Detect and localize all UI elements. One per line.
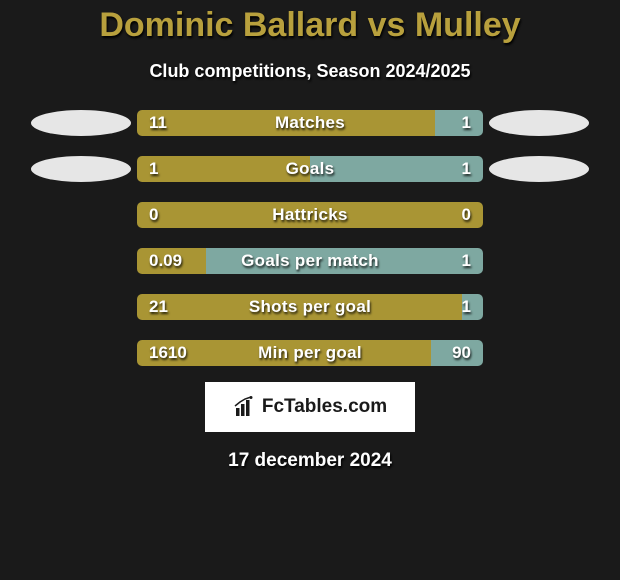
stat-row: Hattricks00 [0, 202, 620, 228]
team-badge-right [489, 110, 589, 136]
bar-right-fill [431, 340, 483, 366]
bar-left-fill [137, 156, 310, 182]
stat-row: Goals per match0.091 [0, 248, 620, 274]
stat-bar: Min per goal161090 [137, 340, 483, 366]
page-title: Dominic Ballard vs Mulley [0, 6, 620, 45]
ellipse-icon [489, 110, 589, 136]
team-badge-right [489, 340, 589, 366]
date-label: 17 december 2024 [0, 450, 620, 472]
team-badge-left [31, 340, 131, 366]
team-badge-left [31, 294, 131, 320]
bar-right-fill [435, 110, 483, 136]
bar-right-fill [206, 248, 483, 274]
ellipse-icon [31, 156, 131, 182]
team-badge-left [31, 248, 131, 274]
team-badge-right [489, 202, 589, 228]
bar-left-fill [137, 340, 431, 366]
stat-bar: Hattricks00 [137, 202, 483, 228]
stats-container: Matches111 Goals11 Hattricks00 Goals per ma… [0, 110, 620, 366]
bar-left-fill [137, 294, 462, 320]
stat-bar: Goals11 [137, 156, 483, 182]
stat-row: Shots per goal211 [0, 294, 620, 320]
stat-bar: Goals per match0.091 [137, 248, 483, 274]
branding-badge: FcTables.com [205, 382, 415, 432]
ellipse-icon [31, 110, 131, 136]
bar-left-fill [137, 202, 483, 228]
stat-row: Matches111 [0, 110, 620, 136]
stat-bar: Matches111 [137, 110, 483, 136]
ellipse-icon [489, 156, 589, 182]
stat-bar: Shots per goal211 [137, 294, 483, 320]
stat-row: Goals11 [0, 156, 620, 182]
team-badge-right [489, 294, 589, 320]
team-badge-left [31, 202, 131, 228]
page-subtitle: Club competitions, Season 2024/2025 [0, 61, 620, 82]
team-badge-left [31, 156, 131, 182]
bar-left-fill [137, 110, 435, 136]
bar-right-fill [462, 294, 483, 320]
team-badge-left [31, 110, 131, 136]
team-badge-right [489, 248, 589, 274]
bar-left-fill [137, 248, 206, 274]
chart-icon [233, 396, 259, 418]
branding-text: FcTables.com [262, 396, 387, 418]
team-badge-right [489, 156, 589, 182]
bar-right-fill [310, 156, 483, 182]
stat-row: Min per goal161090 [0, 340, 620, 366]
